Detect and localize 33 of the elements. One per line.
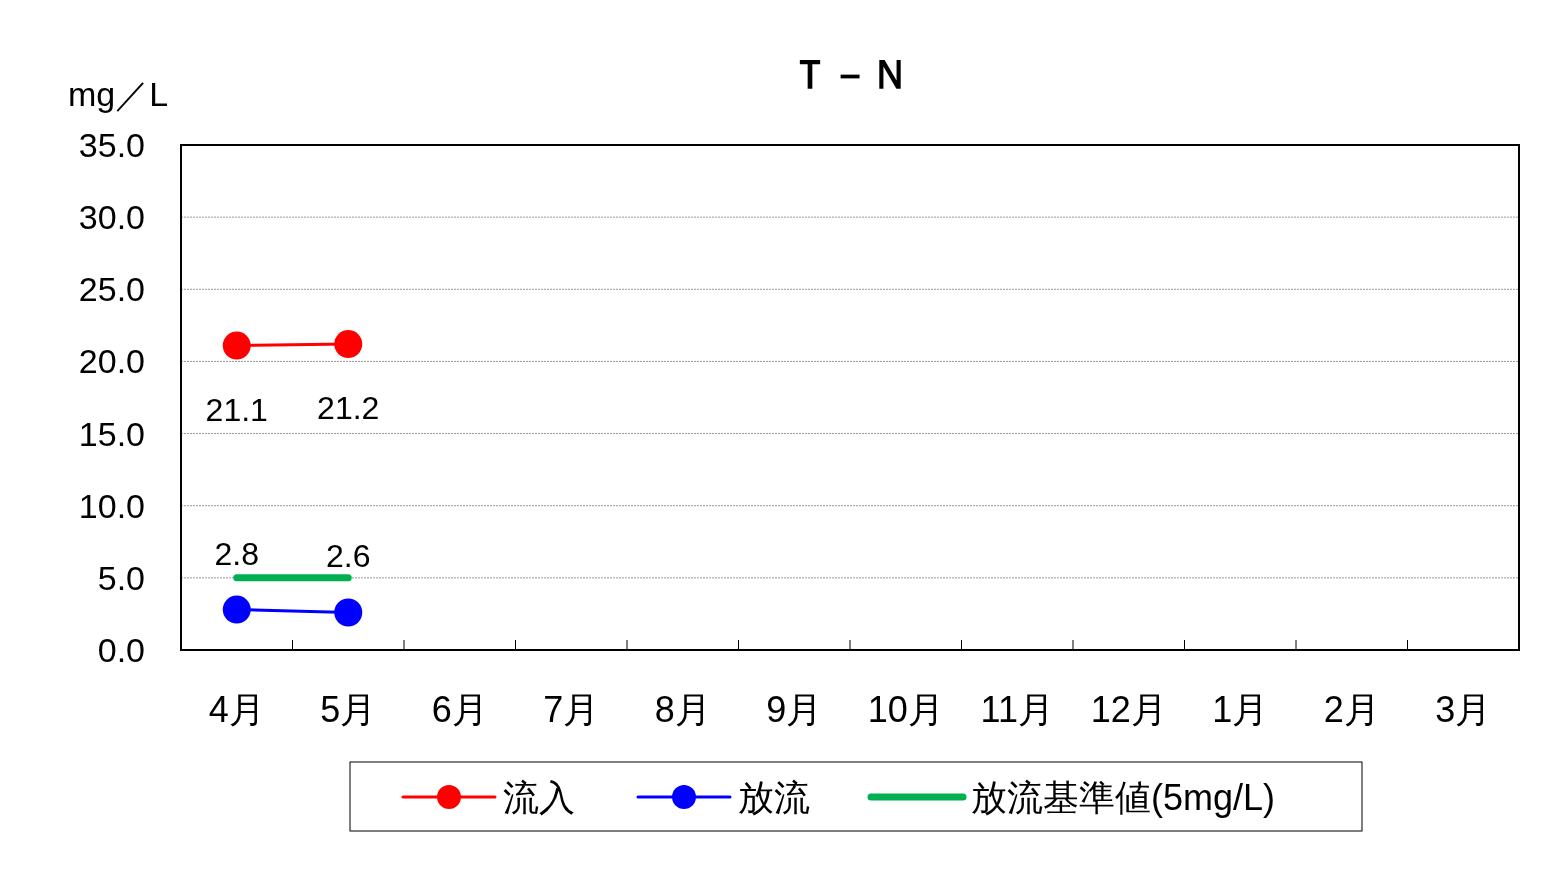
legend-label: 放流基準値(5mg/L) <box>971 777 1276 818</box>
x-tick-label: 7月 <box>543 689 600 730</box>
legend-label: 流入 <box>503 777 575 818</box>
y-tick-label: 20.0 <box>78 342 145 381</box>
point <box>222 331 251 360</box>
point <box>334 598 363 627</box>
data-label: 21.2 <box>317 390 380 427</box>
point <box>222 595 251 624</box>
y-tick-label: 35.0 <box>78 126 145 164</box>
data-label: 21.1 <box>205 391 268 428</box>
y-tick-label: 10.0 <box>78 486 145 525</box>
x-tick-label: 11月 <box>980 689 1054 730</box>
x-tick-label: 9月 <box>766 689 823 730</box>
x-tick-label: 8月 <box>654 689 711 730</box>
data-label: 2.6 <box>326 538 371 575</box>
point <box>334 330 363 359</box>
legend-label: 放流 <box>738 777 810 818</box>
x-tick-label: 2月 <box>1323 689 1380 730</box>
y-axis-title: mg／L <box>68 75 169 113</box>
data-label: 2.8 <box>214 535 259 572</box>
x-tick-label: 4月 <box>208 689 265 730</box>
x-tick-label: 12月 <box>1090 689 1167 730</box>
chart-title: Ｔ－Ｎ <box>790 52 910 96</box>
y-tick-label: 30.0 <box>78 198 145 237</box>
y-tick-label: 25.0 <box>78 270 145 309</box>
x-tick-label: 5月 <box>320 689 377 730</box>
x-tick-label: 3月 <box>1435 689 1492 730</box>
x-tick-label: 10月 <box>867 689 944 730</box>
x-tick-label: 1月 <box>1212 689 1269 730</box>
y-tick-label: 0.0 <box>97 631 145 669</box>
x-tick-label: 6月 <box>431 689 488 730</box>
y-tick-label: 15.0 <box>78 414 145 453</box>
y-tick-label: 5.0 <box>97 558 145 597</box>
